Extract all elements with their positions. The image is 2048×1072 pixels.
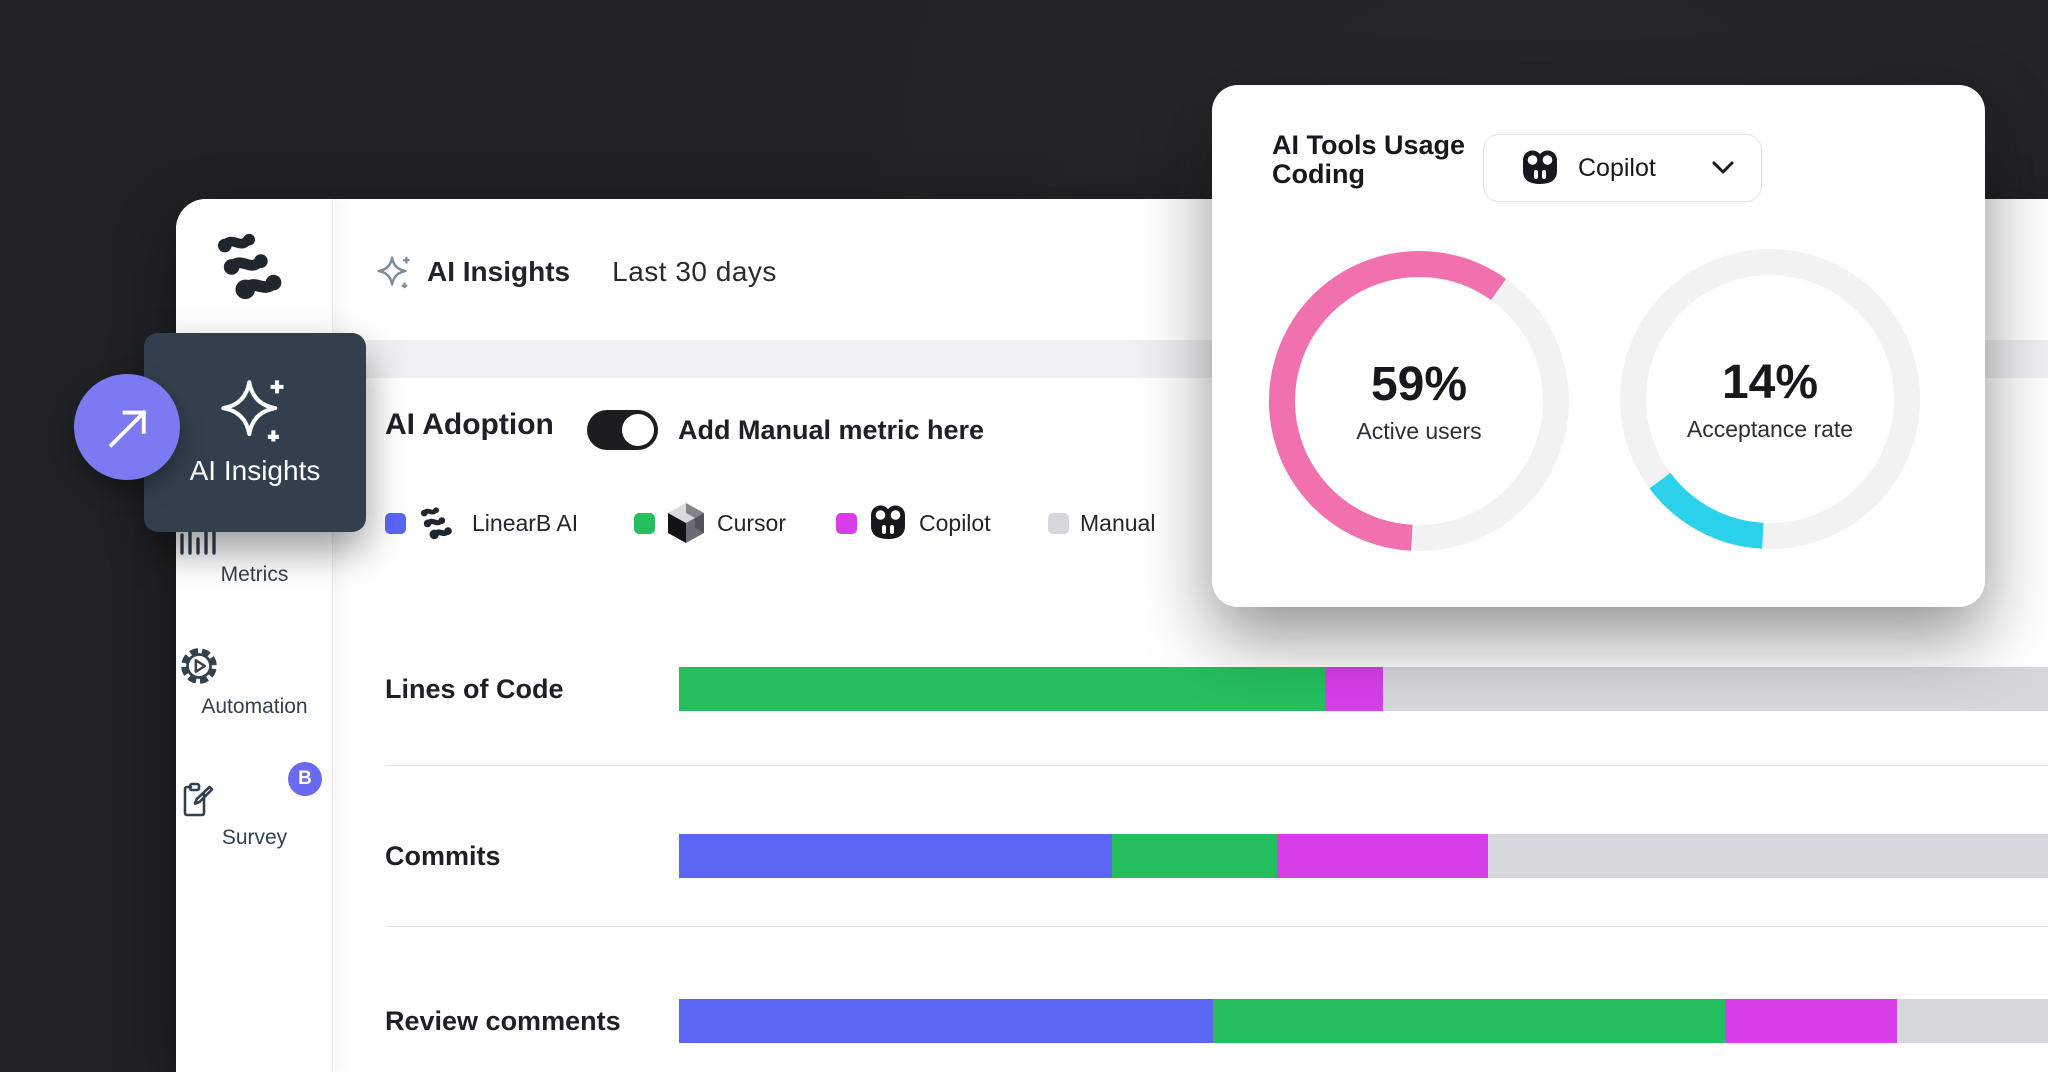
bar-segment-cursor [1212,999,1725,1043]
stacked-bar-review-comments [679,999,2048,1043]
donut-label: Active users [1356,418,1482,444]
legend-label: Copilot [919,509,991,536]
legend-item-copilot[interactable]: Copilot [836,501,991,545]
card-title: AI Tools Usage Coding [1272,130,1466,189]
legend-label: Cursor [717,509,787,536]
arrow-up-right-icon [108,409,147,448]
donut-active-users: 59% Active users [1269,251,1569,551]
linearb-logo [420,507,452,540]
legend-label: Manual [1080,509,1156,536]
donut-value: 59% [1370,358,1468,411]
sparkle-icon [216,373,290,447]
page-title: AI Insights [427,256,571,287]
tool-selector-value: Copilot [1578,153,1656,182]
donut-acceptance-rate: 14% Acceptance rate [1620,249,1920,549]
sidebar: Metrics Automation B [176,199,333,1072]
copilot-logo [871,505,905,539]
copilot-logo [1523,150,1557,184]
legend-color-swatch [634,512,655,534]
legend-color-swatch [385,512,406,534]
toggle-label: Add Manual metric here [678,415,985,445]
sparkle-icon [375,253,413,291]
bar-segment-copilot [1325,667,1383,711]
row-separator [386,765,2048,766]
row-label: Review comments [385,1006,621,1036]
arrow-pointer-badge [74,374,180,480]
adoption-legend: LinearB AI Cursor Copilot Manual [176,501,2048,545]
row-label: Lines of Code [385,674,564,704]
legend-color-swatch [1048,512,1069,534]
sidebar-item-label: Survey [221,826,288,849]
bar-segment-manual [1897,999,2048,1043]
section-title: AI Adoption [385,408,554,441]
bar-segment-manual [1488,834,2048,878]
bar-segment-cursor [679,667,1326,711]
chevron-down-icon [1711,160,1735,176]
bar-segment-manual [1382,667,2048,711]
bar-segment-copilot [1277,834,1489,878]
legend-item-cursor[interactable]: Cursor [634,501,786,545]
clipboard-pencil-icon [176,780,333,820]
cursor-logo [668,503,704,543]
legend-item-linearb-ai[interactable]: LinearB AI [385,501,578,545]
stacked-bar-lines-of-code [679,667,2048,711]
bar-segment-linearb-ai [679,834,1112,878]
row-separator [386,926,2048,927]
manual-metric-toggle[interactable] [587,410,658,450]
toggle-knob [622,414,654,446]
legend-label: LinearB AI [472,509,579,536]
donut-value: 14% [1721,356,1819,409]
gear-play-icon [176,643,333,689]
bar-segment-copilot [1724,999,1898,1043]
date-range-filter[interactable]: Last 30 days [612,256,777,287]
donut-label: Acceptance rate [1686,416,1854,442]
flyout-label: AI Insights [189,455,321,486]
sidebar-item-label: Metrics [220,563,289,586]
legend-color-swatch [836,512,857,534]
row-label: Commits [385,841,501,871]
copilot-logo [1520,148,1560,188]
ai-tools-usage-card: AI Tools Usage Coding Copilot 59% Active … [1212,85,1985,607]
beta-badge: B [288,762,322,796]
sidebar-item-ai-insights-flyout[interactable]: AI Insights [144,333,366,532]
bar-segment-linearb-ai [679,999,1213,1043]
sidebar-item-label: Automation [201,695,308,718]
sidebar-item-automation[interactable]: Automation [176,643,333,719]
linearb-logo[interactable] [212,227,298,305]
sidebar-item-survey[interactable]: B Survey [176,762,333,850]
tool-selector-dropdown[interactable]: Copilot [1483,134,1762,202]
bar-segment-cursor [1111,834,1278,878]
stacked-bar-commits [679,834,2048,878]
legend-item-manual[interactable]: Manual [1048,501,1155,545]
page-header: AI Insights Last 30 days [375,247,777,297]
